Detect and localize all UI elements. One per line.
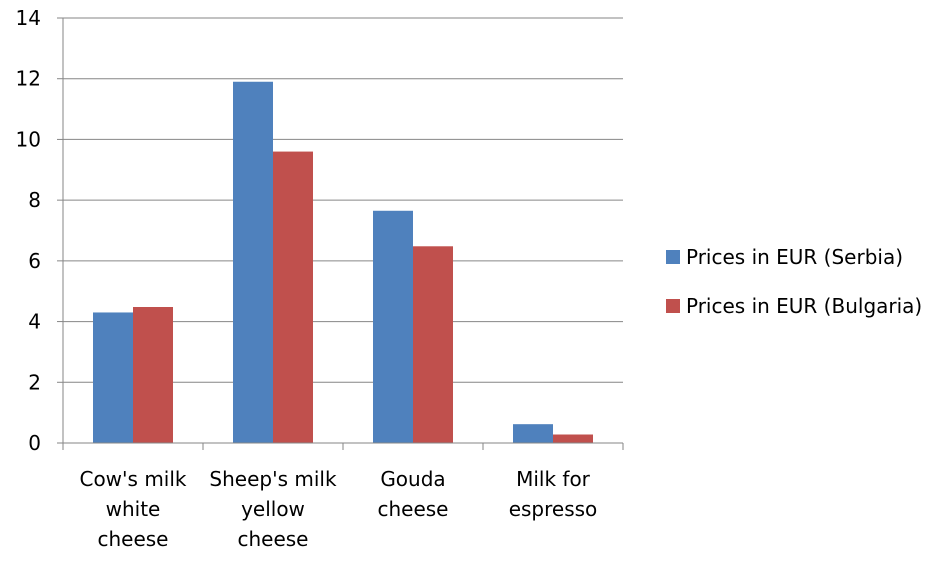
y-tick-label: 8 — [28, 188, 41, 212]
bar — [373, 210, 413, 443]
bar — [513, 424, 553, 443]
x-tick-label: Cow's milk — [79, 467, 186, 491]
x-tick-label: espresso — [509, 497, 598, 521]
x-tick-label: Gouda — [380, 467, 445, 491]
bar — [273, 151, 313, 444]
y-tick-label: 0 — [28, 431, 41, 455]
y-tick-label: 6 — [28, 249, 41, 273]
legend-swatch — [666, 299, 680, 313]
bar — [93, 312, 133, 443]
x-tick-label: cheese — [377, 497, 448, 521]
bar — [133, 307, 173, 443]
x-tick-label: cheese — [237, 527, 308, 551]
bar — [233, 81, 273, 443]
bar — [553, 434, 593, 443]
x-tick-label: cheese — [97, 527, 168, 551]
y-tick-label: 2 — [28, 370, 41, 394]
legend-swatch — [666, 250, 680, 264]
y-tick-label: 12 — [16, 67, 41, 91]
y-tick-label: 14 — [16, 6, 41, 30]
labels: 0 2 4 6 8 10 12 14 Cow's milk white cheese Sheep's … — [16, 6, 598, 551]
axes — [57, 17, 624, 450]
x-tick-label: yellow — [241, 497, 305, 521]
x-tick-label: white — [106, 497, 161, 521]
legend: Prices in EUR (Serbia) Prices in EUR (Bul… — [666, 245, 922, 318]
legend-label: Prices in EUR (Serbia) — [686, 245, 903, 269]
x-tick-label: Sheep's milk — [209, 467, 337, 491]
bars — [93, 81, 593, 444]
legend-label: Prices in EUR (Bulgaria) — [686, 294, 922, 318]
y-tick-label: 4 — [28, 310, 41, 334]
y-tick-label: 10 — [16, 127, 41, 151]
x-tick-label: Milk for — [516, 467, 591, 491]
bar — [413, 246, 453, 443]
